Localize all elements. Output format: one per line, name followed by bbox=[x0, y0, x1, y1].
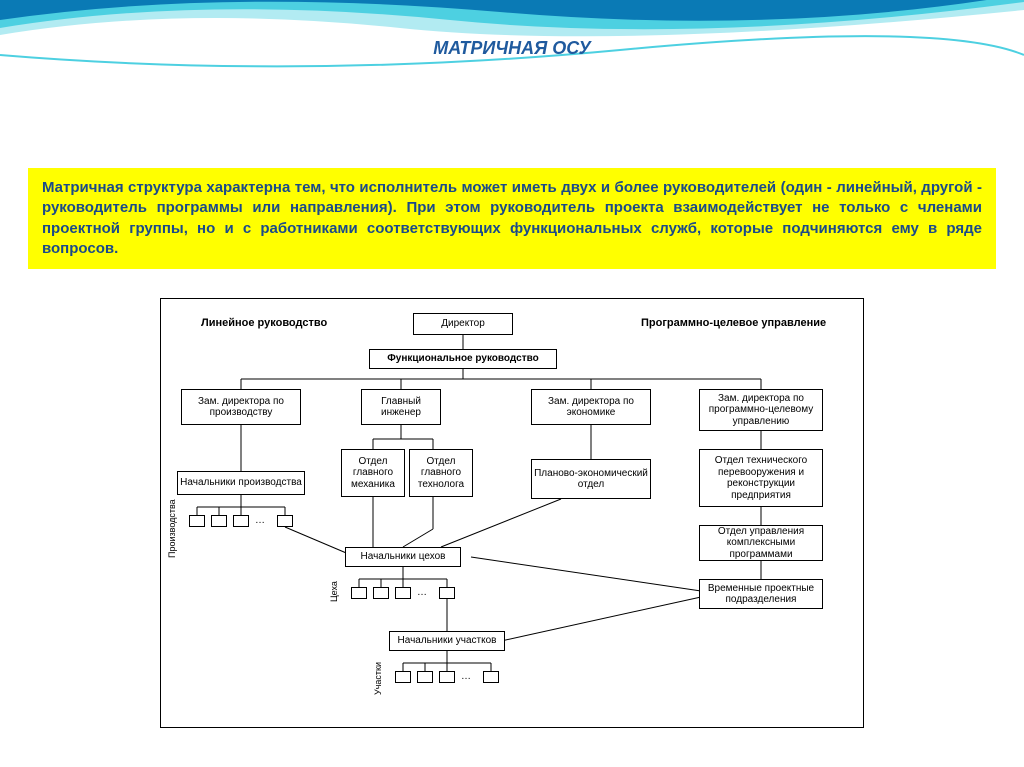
unit-box bbox=[395, 671, 411, 683]
page-title: МАТРИЧНАЯ ОСУ bbox=[0, 38, 1024, 59]
node-shops: Начальники цехов bbox=[345, 547, 461, 567]
node-director: Директор bbox=[413, 313, 513, 335]
header-right: Программно-целевое управление bbox=[641, 317, 826, 329]
unit-box bbox=[277, 515, 293, 527]
node-heads-prod: Начальники производства bbox=[177, 471, 305, 495]
unit-box bbox=[233, 515, 249, 527]
side-label-prod: Производства bbox=[167, 499, 177, 559]
node-dep-prod: Зам. директора по производству bbox=[181, 389, 301, 425]
node-dep-econ: Зам. директора по экономике bbox=[531, 389, 651, 425]
unit-box bbox=[373, 587, 389, 599]
ellipsis: … bbox=[461, 671, 471, 682]
unit-box bbox=[417, 671, 433, 683]
unit-box bbox=[395, 587, 411, 599]
node-econ-dept: Планово-экономический отдел bbox=[531, 459, 651, 499]
unit-box bbox=[439, 671, 455, 683]
ellipsis: … bbox=[255, 515, 265, 526]
node-functional: Функциональное руководство bbox=[369, 349, 557, 369]
node-tech-dept: Отдел главного технолога bbox=[409, 449, 473, 497]
unit-box bbox=[351, 587, 367, 599]
description-box: Матричная структура характерна тем, что … bbox=[28, 168, 996, 269]
node-complex: Отдел управления комплексными программам… bbox=[699, 525, 823, 561]
node-sections: Начальники участков bbox=[389, 631, 505, 651]
node-dep-prog: Зам. директора по программно-целевому уп… bbox=[699, 389, 823, 431]
node-mech-dept: Отдел главного механика bbox=[341, 449, 405, 497]
unit-box bbox=[211, 515, 227, 527]
org-chart: Линейное руководство Программно-целевое … bbox=[160, 298, 864, 728]
unit-box bbox=[189, 515, 205, 527]
side-label-shops: Цеха bbox=[329, 577, 339, 607]
unit-box bbox=[439, 587, 455, 599]
node-chief-eng: Главный инженер bbox=[361, 389, 441, 425]
node-reequip: Отдел технического перевооружения и реко… bbox=[699, 449, 823, 507]
side-label-sections: Участки bbox=[373, 659, 383, 699]
ellipsis: … bbox=[417, 587, 427, 598]
unit-box bbox=[483, 671, 499, 683]
header-left: Линейное руководство bbox=[201, 317, 327, 329]
node-temp-proj: Временные проектные подразделения bbox=[699, 579, 823, 609]
description-text: Матричная структура характерна тем, что … bbox=[42, 179, 982, 257]
